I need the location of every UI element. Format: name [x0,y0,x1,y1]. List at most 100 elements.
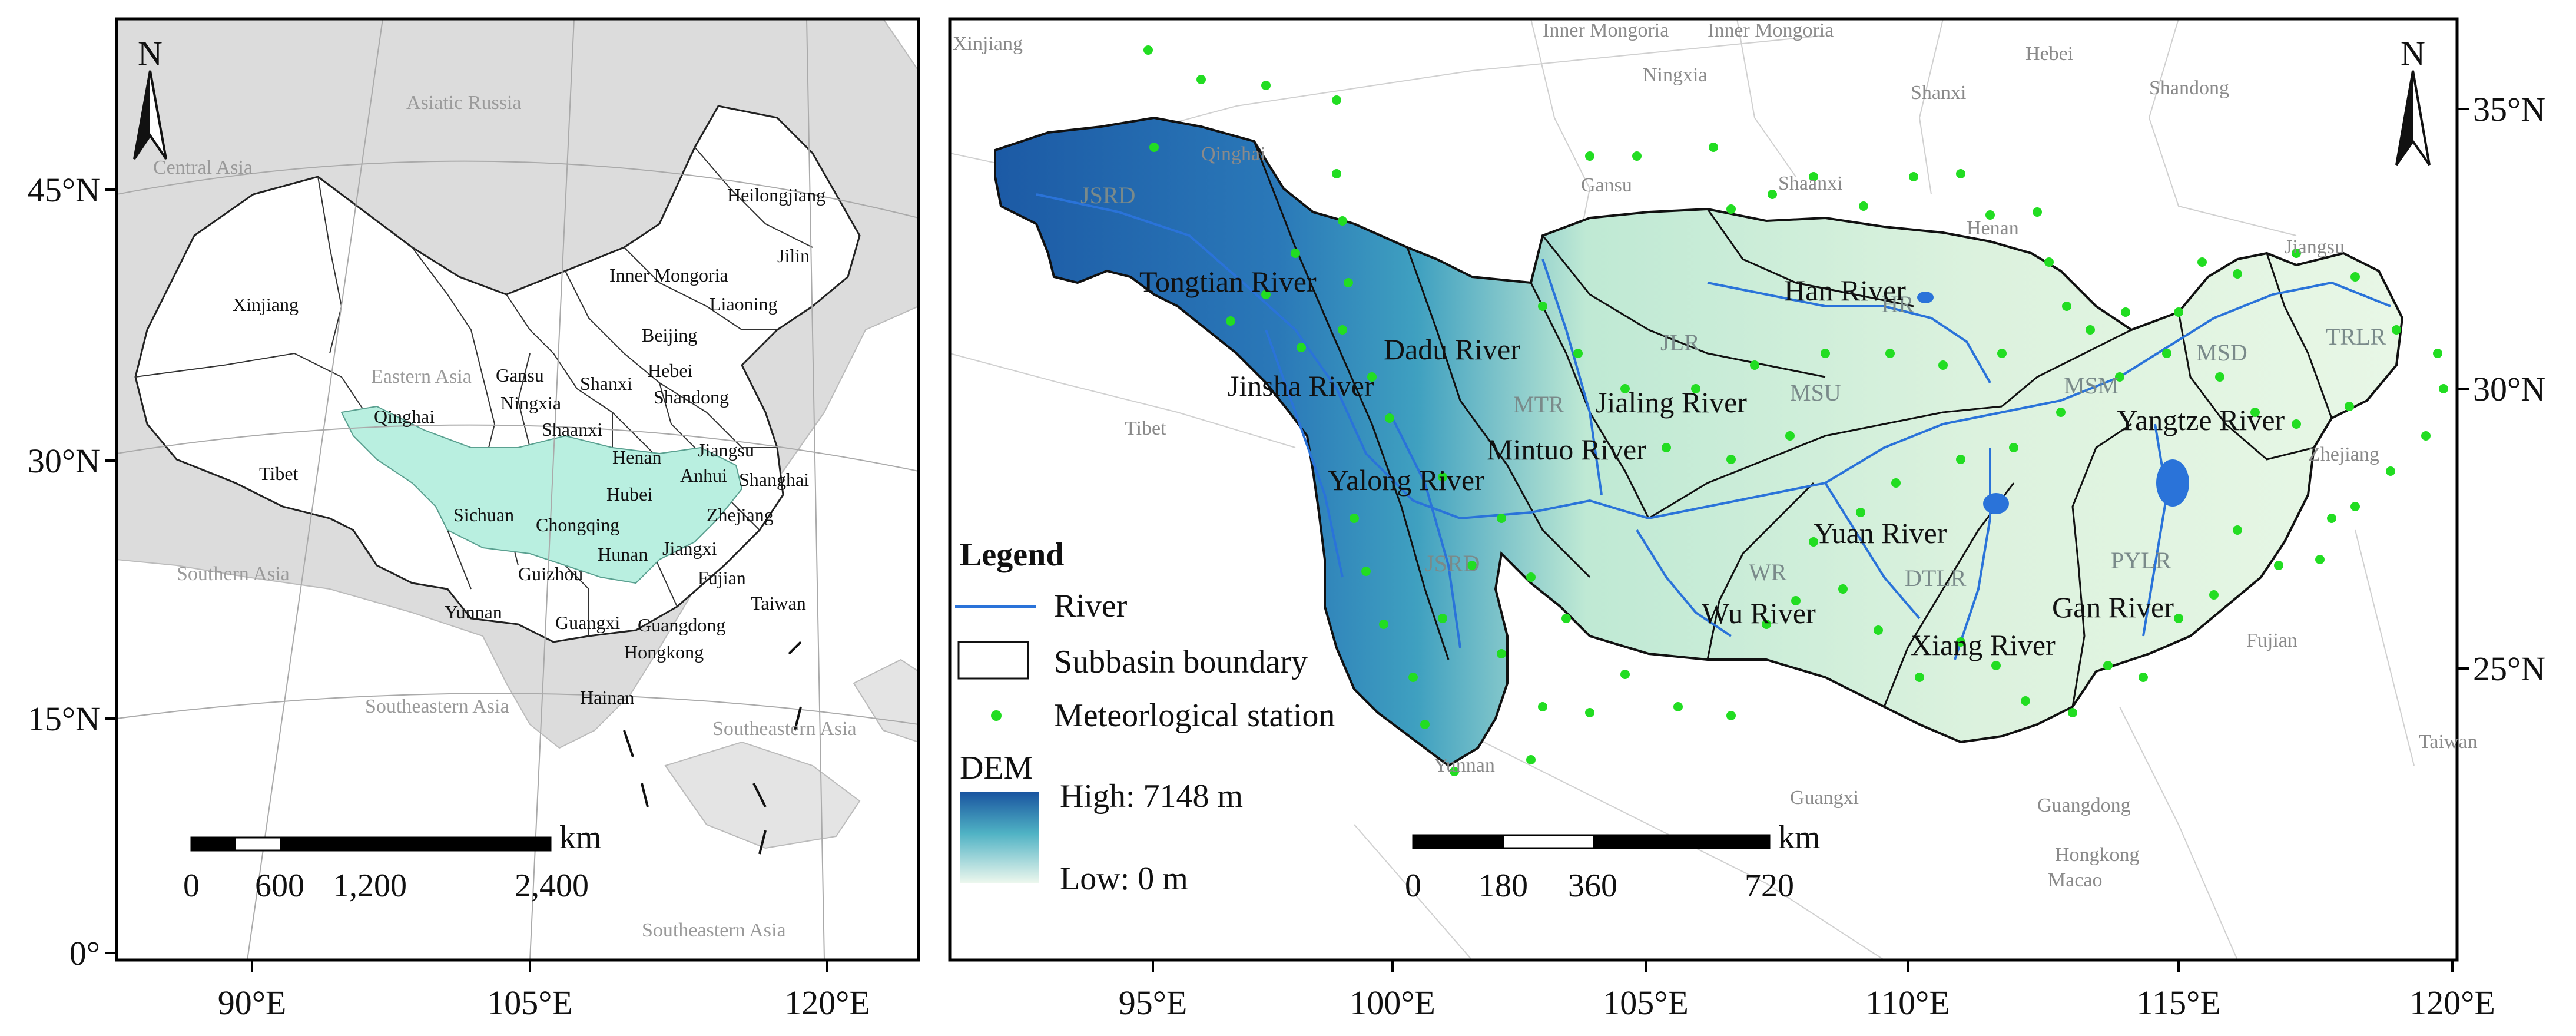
left-axis-labels: 45°N 30°N 15°N 0° 90°E 105°E 120°E [28,171,870,1022]
station-dot [1385,413,1394,423]
province-label: Yunnan [1434,754,1495,776]
station-dot [2162,349,2171,358]
scalebar-tick: 0 [183,868,200,904]
station-dot [2021,696,2030,706]
scalebar-unit: km [1778,819,1821,856]
station-dot [1585,708,1594,717]
station-dot [2121,307,2130,317]
station-dot [1261,81,1271,90]
station-dot [1726,455,1736,464]
lon-label: 120°E [784,984,870,1022]
province-label: Fujian [2246,630,2297,651]
province-label: Sichuan [453,504,514,525]
river-label: Jinsha River [1228,369,1374,402]
province-label: Inner Mongoria [609,264,728,286]
right-axis-ticks [1152,108,2469,972]
province-label: Hunan [598,544,648,565]
station-dot [2250,408,2260,417]
right-axis-labels: 35°N 30°N 25°N 95°E 100°E 105°E 110°E 11… [1119,90,2545,1022]
station-dot [1726,711,1736,720]
subbasin-code: PYLR [2111,547,2171,574]
scalebar-tick: 0 [1405,868,1421,904]
left-scalebar: km 0 600 1,200 2,400 [183,819,602,904]
station-dot [1909,172,1918,181]
province-label: Gansu [496,365,544,386]
province-label: Guangxi [1790,787,1859,809]
subbasin-code: MSD [2196,339,2247,366]
province-label: Guangxi [555,612,620,633]
lon-label: 100°E [1350,984,1435,1022]
station-dot [1885,349,1895,358]
left-region-labels: Asiatic Russia Central Asia Eastern Asia… [153,92,857,941]
station-dot [1838,584,1848,594]
province-label: Hebei [2025,43,2073,65]
left-map-frame [115,17,920,962]
lat-label: 30°N [2473,370,2545,408]
station-dot [1332,95,1341,105]
station-dot [2421,431,2431,441]
lon-label: 105°E [487,984,573,1022]
province-label: Hebei [648,360,693,381]
station-dot [1768,190,1777,199]
province-label: Jilin [777,245,810,266]
province-label: Gansu [1581,174,1632,196]
province-label: Jiangsu [698,439,754,461]
station-dot [1809,172,1818,181]
station-dot [2174,614,2183,623]
station-dot [1467,561,1477,570]
province-label: Beijing [642,325,697,346]
station-dot [1791,596,1801,605]
station-dot [1332,169,1341,178]
subbasin-code: MTR [1513,391,1564,418]
river-label: Han River [1784,274,1906,307]
lon-label: 120°E [2409,984,2495,1022]
station-dot [2068,708,2077,717]
river-label: Gan River [2052,591,2174,624]
river-label: Xiang River [1911,628,2056,661]
station-dot [1956,637,1965,647]
lat-label: 0° [69,934,100,972]
station-dot [2350,272,2360,282]
subbasin-code: TRLR [2326,323,2386,350]
lat-label: 35°N [2473,90,2545,128]
province-label: Shandong [2149,77,2229,99]
legend-subbasin-swatch [957,641,1029,680]
legend-dem-ramp [960,792,1039,883]
region-label: Southern Asia [177,563,290,585]
province-label: Shanxi [1911,82,1966,104]
province-label: Hongkong [2055,844,2140,866]
province-label: Yunnan [445,601,502,623]
station-dot [2350,502,2360,511]
province-label: Tibet [259,463,299,484]
legend-station-swatch [991,710,1002,721]
station-dot [2215,372,2224,382]
river-label: Wu River [1702,597,1816,630]
map-legend: Legend River Subbasin boundary Meteorlog… [955,537,1335,897]
province-label: Jiangxi [662,538,717,559]
station-dot [1344,278,1353,287]
station-dot [1497,514,1506,523]
lat-label: 45°N [28,171,100,209]
station-dot [2327,514,2336,523]
river-name-labels: Tongtian River Dadu River Jinsha River Y… [1139,265,2285,661]
station-dot [2086,325,2095,335]
south-sea-dashes [623,641,802,855]
province-label: Ningxia [500,392,561,413]
outer-province-labels: Xinjiang Inner Mongoria Inner Mongoria N… [953,19,2478,891]
right-basin-map: Xinjiang Inner Mongoria Inner Mongoria N… [948,17,2545,1022]
province-label: Shanghai [739,469,809,490]
station-dot [1673,702,1683,711]
station-dot [1420,720,1430,729]
station-dot [2209,590,2219,600]
station-dot [1956,169,1965,178]
station-dot [1149,143,1159,152]
station-dot [1297,343,1306,352]
region-label: Asiatic Russia [406,92,521,114]
lat-label: 30°N [28,442,100,480]
province-label: Hainan [580,687,634,708]
station-dot [1450,767,1459,776]
lakes [1917,292,2189,514]
station-dot [1938,360,1948,370]
station-dot [1997,349,2007,358]
station-dot [1985,210,1995,220]
